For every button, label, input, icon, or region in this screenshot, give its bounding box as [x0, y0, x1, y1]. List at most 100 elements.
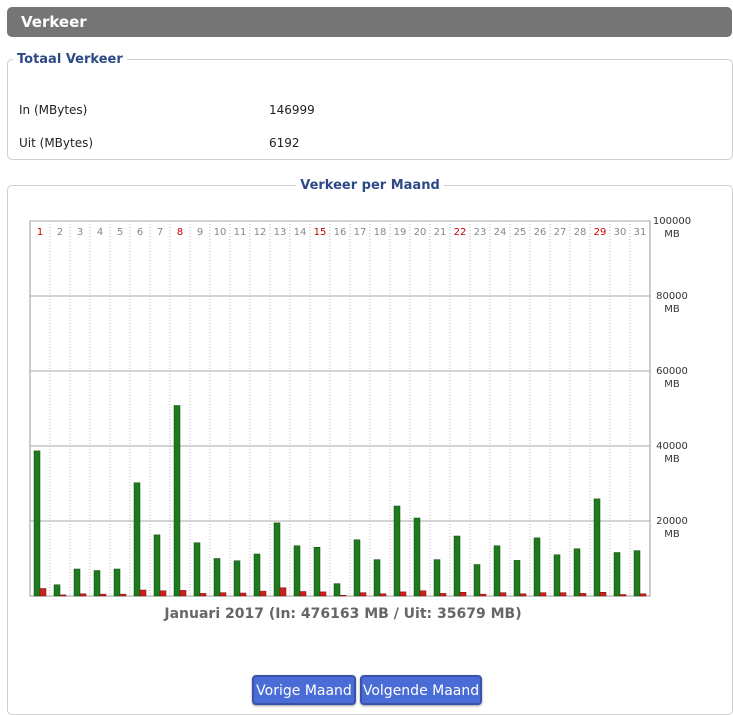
- bar-in: [293, 545, 301, 597]
- y-tick-unit: MB: [664, 229, 680, 240]
- bar-out: [419, 590, 427, 597]
- x-tick-label: 5: [117, 227, 123, 238]
- monthly-traffic-legend: Verkeer per Maand: [300, 178, 440, 193]
- bar-out: [559, 592, 567, 597]
- bar-out: [459, 592, 467, 597]
- bar-out: [299, 591, 307, 597]
- bar-out: [479, 593, 487, 597]
- bar-in: [533, 537, 541, 597]
- y-tick-value: 100000: [653, 216, 691, 227]
- plot-frame: [29, 220, 651, 597]
- x-tick-label: 8: [177, 227, 183, 238]
- bar-out: [399, 591, 407, 597]
- bar-out: [159, 590, 167, 597]
- x-tick-label: 18: [374, 227, 387, 238]
- bar-out: [579, 593, 587, 597]
- previous-month-button[interactable]: Vorige Maand: [252, 675, 356, 705]
- y-tick-value: 20000: [656, 516, 688, 527]
- bar-in: [313, 547, 321, 597]
- x-tick-label: 19: [394, 227, 407, 238]
- x-tick-label: 22: [454, 227, 467, 238]
- bar-out: [499, 592, 507, 597]
- y-tick-unit: MB: [664, 529, 680, 540]
- bar-in: [233, 560, 241, 597]
- y-tick-unit: MB: [664, 454, 680, 465]
- x-tick-label: 2: [57, 227, 63, 238]
- section-header: Verkeer: [7, 7, 732, 37]
- bar-out: [259, 590, 267, 597]
- y-tick-value: 60000: [656, 366, 688, 377]
- bar-in: [73, 568, 81, 597]
- chart-caption: Januari 2017 (In: 476163 MB / Uit: 35679…: [164, 606, 522, 622]
- bar-out: [59, 594, 67, 597]
- bar-out: [179, 590, 187, 597]
- bar-in: [33, 450, 41, 597]
- section-title: Verkeer: [21, 13, 87, 31]
- bar-in: [453, 535, 461, 597]
- next-month-button[interactable]: Volgende Maand: [360, 675, 482, 705]
- bar-out: [339, 595, 347, 597]
- bar-out: [379, 593, 387, 597]
- x-tick-label: 11: [234, 227, 247, 238]
- y-tick-unit: MB: [664, 304, 680, 315]
- x-tick-label: 7: [157, 227, 163, 238]
- x-tick-label: 10: [214, 227, 227, 238]
- out-value: 6192: [269, 136, 300, 150]
- bar-in: [93, 570, 101, 597]
- bar-out: [139, 589, 147, 597]
- bar-out: [639, 593, 647, 597]
- x-tick-label: 26: [534, 227, 547, 238]
- x-tick-label: 15: [314, 227, 327, 238]
- x-tick-label: 9: [197, 227, 203, 238]
- bar-out: [199, 593, 207, 597]
- bar-out: [539, 592, 547, 597]
- bar-in: [133, 482, 141, 597]
- out-label: Uit (MBytes): [19, 136, 94, 150]
- x-tick-label: 6: [137, 227, 143, 238]
- bar-in: [353, 539, 361, 597]
- bar-out: [599, 592, 607, 597]
- bar-out: [439, 593, 447, 597]
- bar-out: [99, 593, 107, 597]
- bar-in: [173, 405, 181, 597]
- x-tick-label: 12: [254, 227, 267, 238]
- bar-in: [413, 517, 421, 597]
- x-tick-label: 29: [594, 227, 607, 238]
- y-tick-value: 40000: [656, 441, 688, 452]
- bar-out: [119, 593, 127, 597]
- x-tick-label: 21: [434, 227, 447, 238]
- bar-in: [273, 522, 281, 597]
- bar-in: [153, 534, 161, 597]
- x-tick-label: 25: [514, 227, 527, 238]
- bar-out: [239, 592, 247, 597]
- bar-in: [333, 583, 341, 597]
- x-tick-label: 30: [614, 227, 627, 238]
- bar-out: [619, 594, 627, 597]
- y-tick-unit: MB: [664, 379, 680, 390]
- x-tick-label: 1: [37, 227, 43, 238]
- bar-in: [193, 542, 201, 597]
- bar-in: [593, 498, 601, 597]
- x-tick-label: 20: [414, 227, 427, 238]
- bar-out: [219, 592, 227, 597]
- bar-out: [79, 593, 87, 597]
- bar-in: [213, 558, 221, 597]
- bar-in: [493, 545, 501, 597]
- bar-out: [519, 593, 527, 597]
- bar-in: [393, 505, 401, 597]
- x-tick-label: 31: [634, 227, 647, 238]
- y-tick-value: 80000: [656, 291, 688, 302]
- x-tick-label: 28: [574, 227, 587, 238]
- bar-in: [253, 553, 261, 597]
- bar-out: [359, 592, 367, 597]
- bar-in: [633, 550, 641, 597]
- bar-in: [473, 564, 481, 597]
- bar-in: [113, 568, 121, 597]
- x-tick-label: 27: [554, 227, 567, 238]
- x-tick-label: 14: [294, 227, 307, 238]
- in-label: In (MBytes): [19, 103, 88, 117]
- in-value: 146999: [269, 103, 315, 117]
- x-tick-label: 4: [97, 227, 103, 238]
- x-tick-label: 13: [274, 227, 287, 238]
